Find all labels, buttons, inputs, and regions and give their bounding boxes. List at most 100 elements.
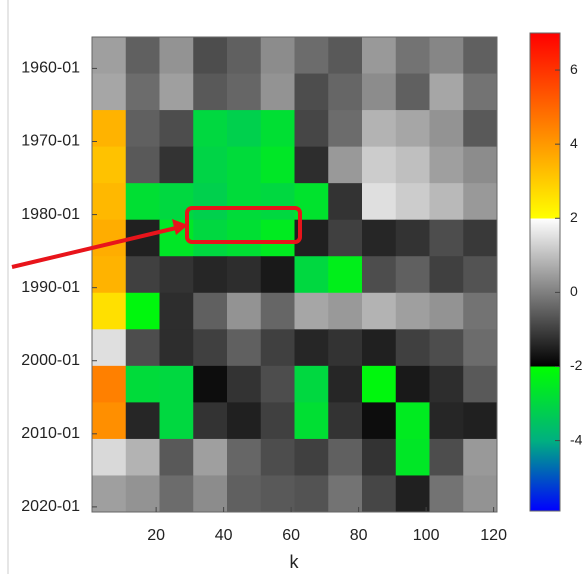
heatmap-cell bbox=[362, 256, 397, 294]
heatmap-cell bbox=[193, 475, 228, 513]
colorbar-tick-label: 0 bbox=[570, 283, 578, 299]
heatmap-cell bbox=[227, 146, 262, 184]
heatmap-cell bbox=[193, 146, 228, 184]
heatmap-cell bbox=[92, 329, 127, 367]
heatmap-cell bbox=[92, 256, 127, 294]
heatmap-cell bbox=[125, 329, 160, 367]
heatmap-cell bbox=[429, 475, 464, 513]
heatmap-cell bbox=[92, 146, 127, 184]
heatmap-cell bbox=[463, 256, 498, 294]
heatmap-cell bbox=[463, 365, 498, 403]
heatmap-cell bbox=[260, 438, 295, 476]
x-tick-label: 80 bbox=[350, 527, 368, 544]
heatmap-cell bbox=[362, 475, 397, 513]
colorbar-tick-label: -2 bbox=[570, 357, 583, 373]
heatmap-cell bbox=[159, 402, 194, 440]
heatmap-cell bbox=[395, 110, 430, 148]
heatmap-cell bbox=[395, 292, 430, 330]
heatmap-cell bbox=[227, 37, 262, 75]
heatmap-cell bbox=[260, 73, 295, 111]
heatmap-cell bbox=[260, 365, 295, 403]
heatmap-cell bbox=[125, 475, 160, 513]
heatmap-cell bbox=[193, 365, 228, 403]
heatmap-cell bbox=[362, 402, 397, 440]
heatmap-cell bbox=[463, 183, 498, 221]
heatmap-cell bbox=[159, 256, 194, 294]
heatmap-cell bbox=[227, 73, 262, 111]
heatmap-cell bbox=[92, 438, 127, 476]
heatmap-cell bbox=[328, 110, 363, 148]
heatmap-cell bbox=[294, 110, 329, 148]
heatmap-cell bbox=[125, 73, 160, 111]
heatmap-cell bbox=[294, 256, 329, 294]
colorbar-tick-label: 6 bbox=[570, 61, 578, 77]
heatmap-cell bbox=[463, 402, 498, 440]
heatmap-cell bbox=[159, 146, 194, 184]
heatmap-cell bbox=[328, 329, 363, 367]
heatmap-cell bbox=[125, 183, 160, 221]
heatmap-cell bbox=[294, 402, 329, 440]
heatmap-cell bbox=[193, 402, 228, 440]
heatmap-cell bbox=[362, 365, 397, 403]
y-tick-label: 2000-01 bbox=[21, 352, 80, 369]
heatmap-cell bbox=[429, 292, 464, 330]
x-tick-label: 120 bbox=[480, 527, 507, 544]
heatmap-cell bbox=[260, 292, 295, 330]
heatmap-cell bbox=[125, 256, 160, 294]
heatmap-cell bbox=[193, 329, 228, 367]
heatmap-cell bbox=[328, 365, 363, 403]
heatmap-cell bbox=[395, 365, 430, 403]
heatmap-cell bbox=[260, 146, 295, 184]
heatmap-cell bbox=[362, 292, 397, 330]
heatmap-cell bbox=[395, 183, 430, 221]
heatmap-cell bbox=[362, 146, 397, 184]
heatmap-cell bbox=[395, 146, 430, 184]
heatmap-cell bbox=[328, 402, 363, 440]
y-tick-label: 1990-01 bbox=[21, 279, 80, 296]
heatmap-cell bbox=[463, 475, 498, 513]
colorbar bbox=[529, 32, 561, 512]
heatmap-cell bbox=[125, 365, 160, 403]
heatmap-cell bbox=[227, 183, 262, 221]
heatmap-cell bbox=[294, 146, 329, 184]
colorbar-tick-label: 2 bbox=[570, 209, 578, 225]
heatmap-cell bbox=[362, 110, 397, 148]
x-tick-label: 40 bbox=[215, 527, 233, 544]
heatmap-cell bbox=[429, 402, 464, 440]
heatmap-cell bbox=[227, 110, 262, 148]
heatmap-cell bbox=[260, 256, 295, 294]
heatmap-cell bbox=[463, 329, 498, 367]
heatmap-cell bbox=[429, 219, 464, 257]
plot-frame bbox=[91, 36, 498, 513]
heatmap-cell bbox=[362, 183, 397, 221]
heatmap-cell bbox=[328, 37, 363, 75]
heatmap-cell bbox=[328, 292, 363, 330]
y-tick-label: 1970-01 bbox=[21, 133, 80, 150]
heatmap-cell bbox=[294, 365, 329, 403]
heatmap-cell bbox=[260, 329, 295, 367]
heatmap-cell bbox=[92, 292, 127, 330]
heatmap-cell bbox=[395, 37, 430, 75]
heatmap-cell bbox=[463, 146, 498, 184]
heatmap-cell bbox=[92, 365, 127, 403]
heatmap-cell bbox=[429, 146, 464, 184]
heatmap-cell bbox=[463, 110, 498, 148]
heatmap-cell bbox=[92, 402, 127, 440]
heatmap-cell bbox=[125, 438, 160, 476]
heatmap-cell bbox=[294, 292, 329, 330]
heatmap-cell bbox=[429, 438, 464, 476]
heatmap-cell bbox=[328, 73, 363, 111]
heatmap-cell bbox=[294, 73, 329, 111]
heatmap-cell bbox=[159, 475, 194, 513]
heatmap-cell bbox=[395, 219, 430, 257]
heatmap-cell bbox=[193, 438, 228, 476]
heatmap-cell bbox=[227, 475, 262, 513]
heatmap-cell bbox=[227, 292, 262, 330]
heatmap-cell bbox=[159, 365, 194, 403]
heatmap-cell bbox=[260, 37, 295, 75]
arrow-head bbox=[172, 219, 188, 235]
heatmap-cell bbox=[260, 183, 295, 221]
heatmap-cell bbox=[362, 37, 397, 75]
heatmap-cell bbox=[227, 329, 262, 367]
heatmap-cell bbox=[294, 329, 329, 367]
